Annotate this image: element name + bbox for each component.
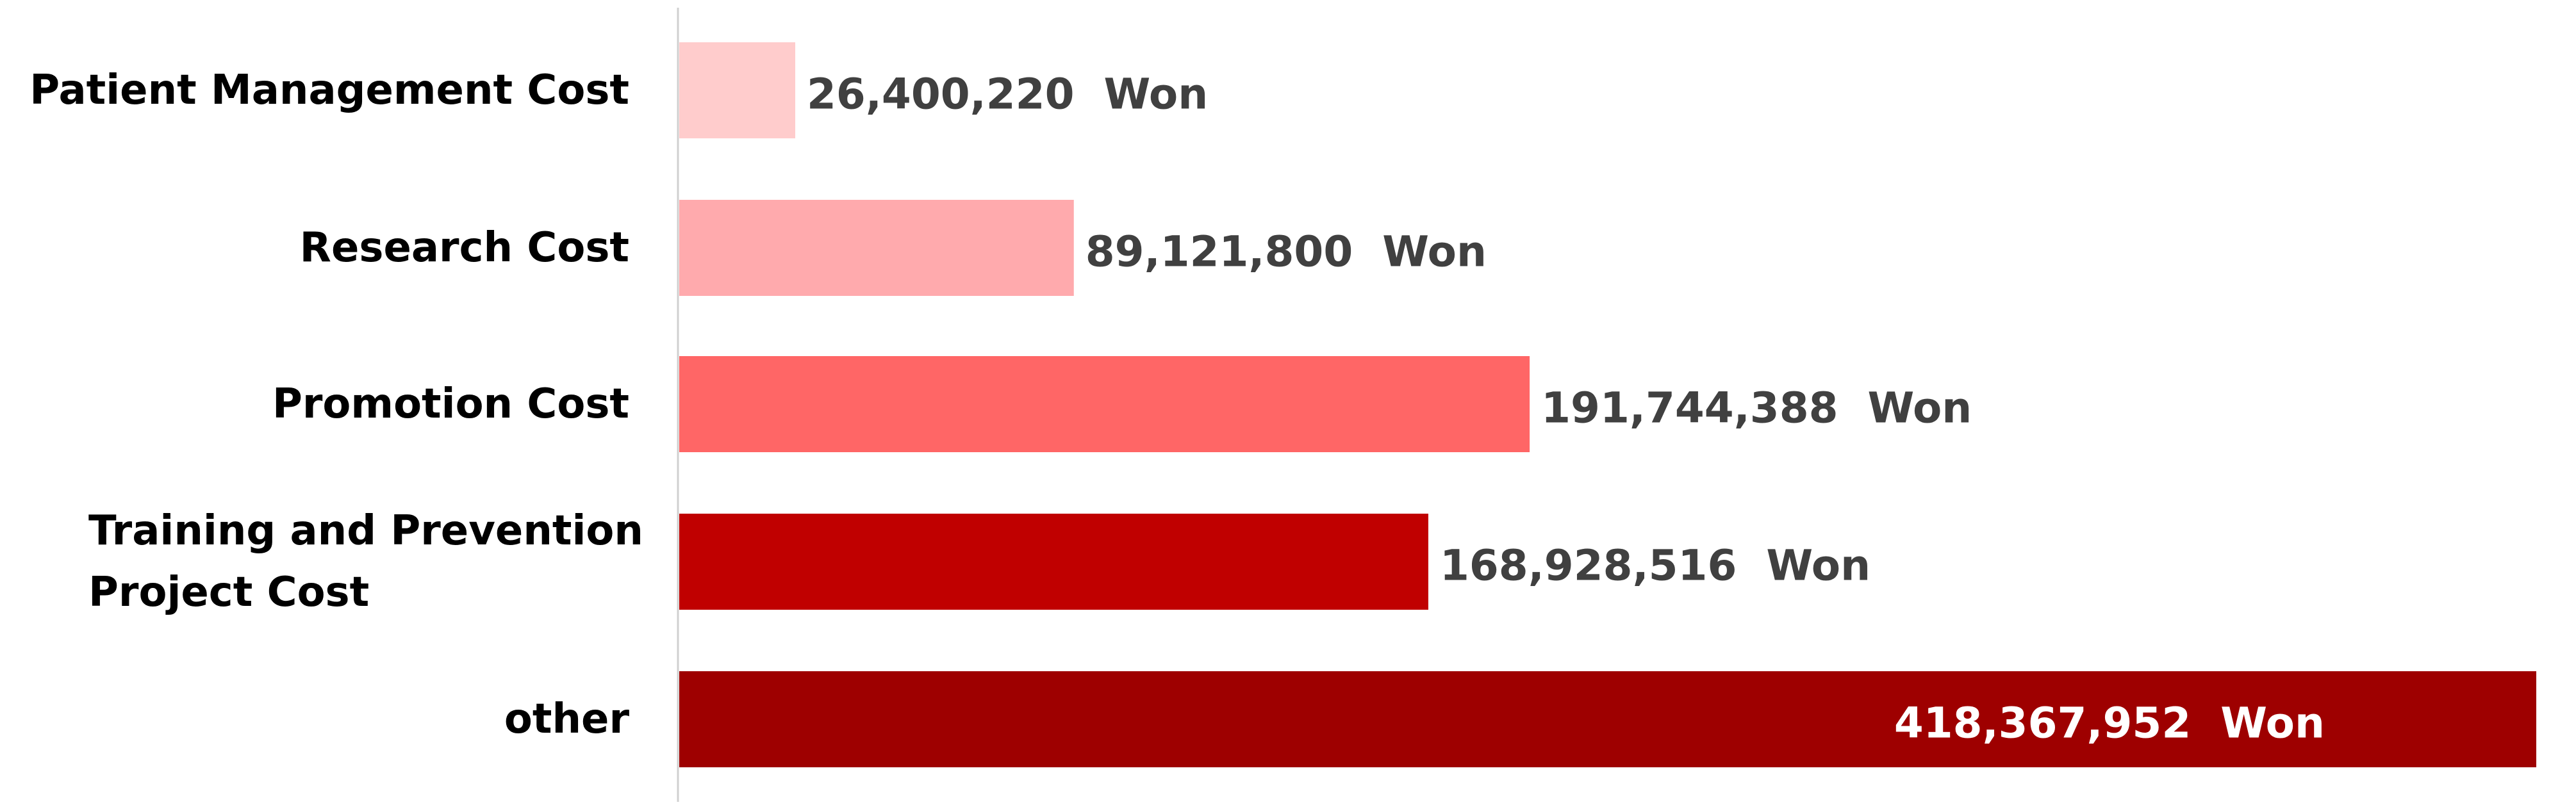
- category-label-0: Patient Management Cost: [29, 67, 629, 114]
- category-label-3: Training and Prevention Project Cost: [88, 507, 643, 616]
- category-label-4: other: [504, 696, 630, 743]
- bar-0: [679, 42, 795, 138]
- data-label-4: 418,367,952 Won: [1894, 699, 2325, 748]
- bar-4: [679, 671, 2536, 767]
- category-label-1: Research Cost: [300, 224, 629, 272]
- bar-2: [679, 356, 1530, 452]
- data-label-0: 26,400,220 Won: [807, 70, 1208, 119]
- data-label-2: 191,744,388 Won: [1541, 384, 1972, 433]
- bar-1: [679, 200, 1074, 296]
- bar-3: [679, 514, 1428, 610]
- data-label-3: 168,928,516 Won: [1440, 541, 1870, 591]
- data-label-1: 89,121,800 Won: [1086, 227, 1487, 277]
- category-label-2: Promotion Cost: [272, 380, 629, 428]
